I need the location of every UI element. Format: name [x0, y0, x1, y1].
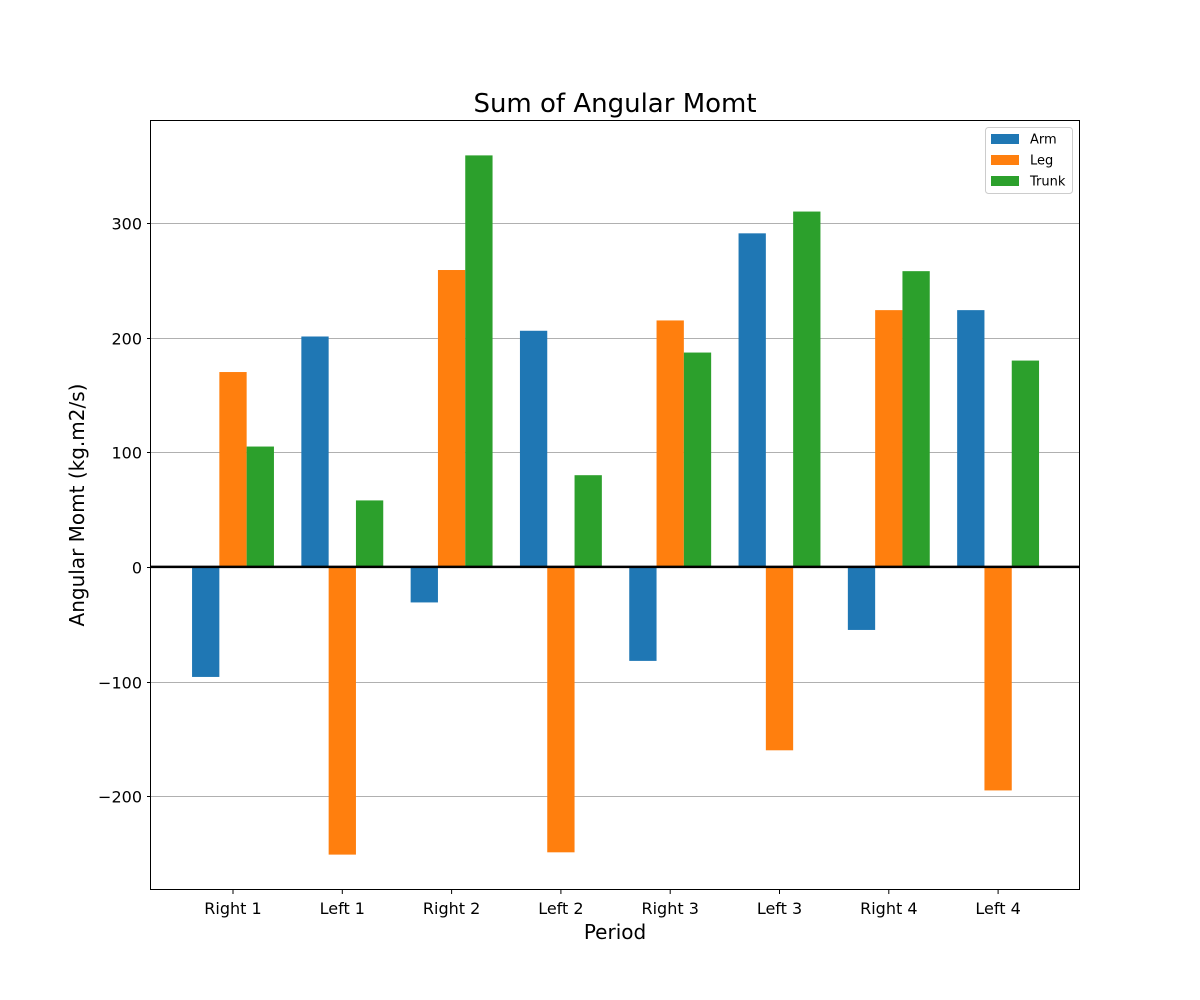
bar-trunk [1011, 360, 1040, 567]
x-axis-title: Period [584, 920, 646, 944]
bar-leg [437, 270, 466, 567]
y-tick-label: −100 [98, 674, 142, 693]
bar-leg [328, 566, 356, 855]
bar-leg [547, 566, 575, 853]
x-tick-label: Left 4 [975, 899, 1020, 918]
bar-arm [519, 330, 548, 567]
bar-leg [765, 566, 794, 751]
legend-label-arm: Arm [1030, 133, 1057, 148]
x-tick-label: Right 4 [860, 899, 917, 918]
bar-leg [984, 566, 1012, 791]
bar-leg [875, 310, 903, 567]
bar-trunk [574, 475, 602, 567]
bar-trunk [793, 211, 821, 567]
bar-trunk [355, 500, 384, 567]
bar-trunk [465, 155, 493, 567]
y-tick-label: 100 [111, 444, 142, 463]
x-axis: Right 1 Left 1 Right 2 Left 2 Right 3 Left 3 R… [204, 889, 1021, 918]
bar-trunk [246, 446, 274, 567]
legend: Arm Leg Trunk [985, 127, 1073, 194]
x-tick-label: Left 1 [320, 899, 365, 918]
bar-trunk [902, 271, 930, 567]
legend-swatch-leg [991, 155, 1019, 165]
bar-arm [847, 566, 876, 630]
y-tick-label: −200 [98, 788, 142, 807]
y-axis-title: Angular Momt (kg.m2/s) [65, 384, 89, 627]
bar-arm [301, 336, 329, 567]
legend-label-leg: Leg [1030, 154, 1053, 169]
bar-arm [629, 566, 657, 661]
y-tick-label: 300 [111, 215, 142, 234]
bars [192, 155, 1040, 855]
x-tick-label: Right 3 [641, 899, 698, 918]
x-tick-label: Left 3 [757, 899, 802, 918]
x-tick-label: Right 1 [204, 899, 261, 918]
y-axis: −200 −100 0 100 200 300 [98, 215, 151, 807]
legend-swatch-trunk [991, 176, 1019, 186]
bar-arm [410, 566, 438, 603]
x-tick-label: Left 2 [538, 899, 583, 918]
legend-label-trunk: Trunk [1029, 175, 1066, 190]
x-tick-label: Right 2 [423, 899, 480, 918]
plot-frame [150, 120, 1080, 890]
bar-trunk [683, 352, 712, 567]
bar-arm [192, 566, 220, 677]
bar-leg [656, 320, 684, 567]
legend-swatch-arm [991, 134, 1019, 144]
y-tick-label: 200 [111, 330, 142, 349]
y-tick-label: 0 [132, 559, 142, 578]
bar-arm [957, 310, 985, 567]
bar-arm [738, 233, 766, 567]
chart-title: Sum of Angular Momt [473, 89, 756, 119]
bar-leg [219, 372, 247, 567]
